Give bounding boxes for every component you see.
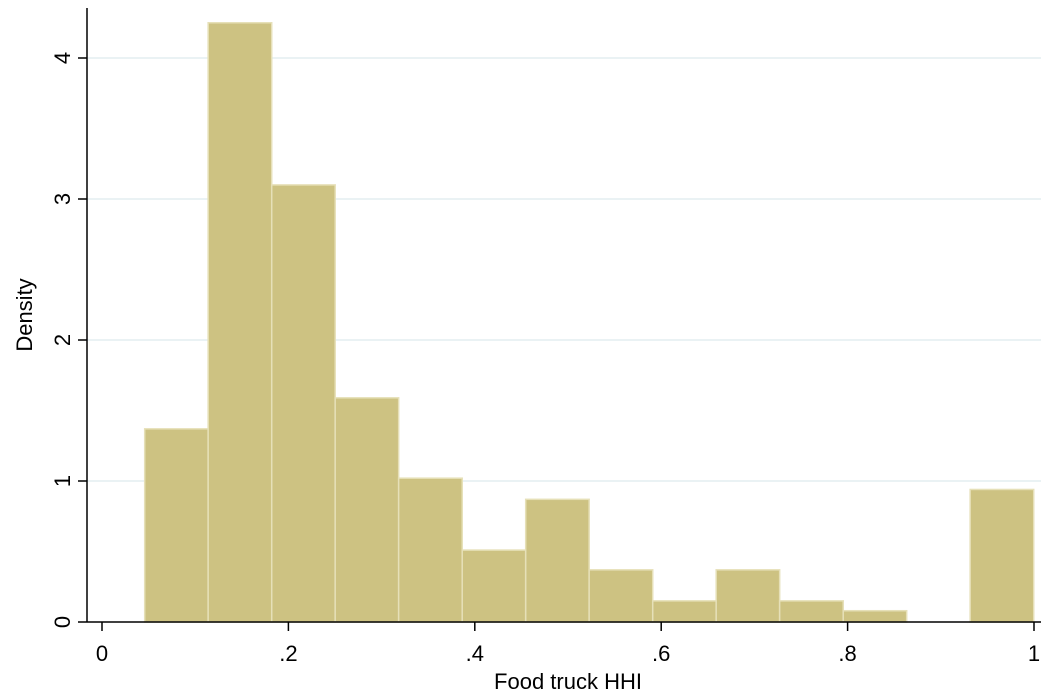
histogram-bar-7 — [524, 498, 590, 623]
histogram-bar-14 — [969, 488, 1035, 623]
histogram-bar-11 — [778, 600, 844, 623]
axes — [86, 8, 1041, 623]
histogram-bars — [143, 22, 1035, 623]
x-tick-label: .4 — [466, 641, 484, 666]
histogram-bar-9 — [651, 600, 717, 623]
histogram-bar-2 — [207, 22, 273, 623]
y-tick-label: 2 — [50, 334, 75, 346]
x-tick-label: .8 — [838, 641, 856, 666]
histogram-bar-8 — [588, 569, 654, 623]
tick-marks-and-labels: 0 .2 .4 .6 .8 1 0 1 2 3 4 — [50, 52, 1040, 666]
x-axis-title: Food truck HHI — [494, 669, 642, 694]
histogram-bar-10 — [715, 569, 781, 623]
x-tick-label: 1 — [1028, 641, 1040, 666]
y-tick-label: 0 — [50, 616, 75, 628]
histogram-bar-6 — [461, 549, 527, 623]
y-tick-label: 1 — [50, 475, 75, 487]
histogram-bar-5 — [397, 477, 463, 623]
histogram-bar-12 — [842, 609, 908, 623]
x-tick-label: .2 — [279, 641, 297, 666]
y-tick-label: 4 — [50, 52, 75, 64]
x-tick-label: .6 — [652, 641, 670, 666]
histogram-bar-1 — [143, 428, 209, 623]
histogram-bar-3 — [270, 184, 336, 623]
y-tick-label: 3 — [50, 193, 75, 205]
x-tick-label: 0 — [96, 641, 108, 666]
y-axis-title: Density — [12, 278, 37, 351]
histogram-bar-4 — [334, 397, 400, 623]
